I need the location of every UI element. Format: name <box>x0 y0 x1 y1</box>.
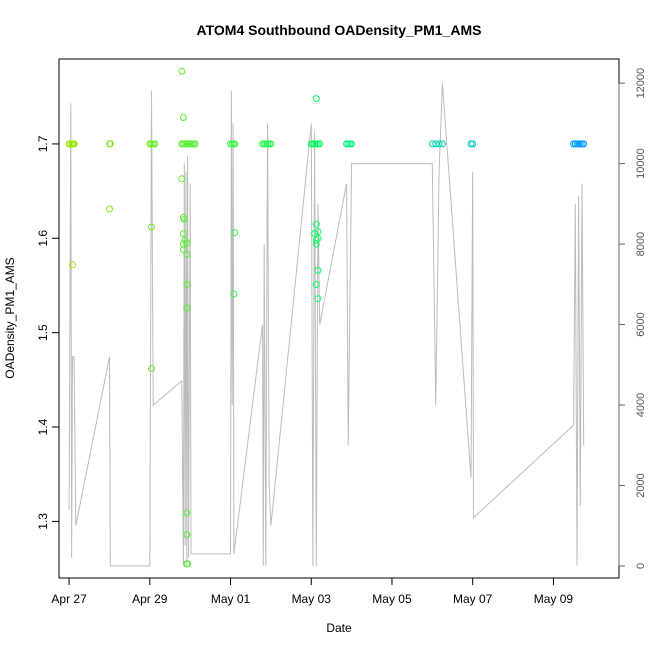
data-point <box>106 205 113 213</box>
data-point <box>183 304 191 312</box>
series-line-layer <box>68 83 585 567</box>
x-tick-label: May 09 <box>534 592 574 606</box>
data-point <box>179 230 187 238</box>
data-point <box>191 140 199 148</box>
data-point <box>314 228 322 236</box>
data-point <box>184 560 192 568</box>
x-tick-label: May 01 <box>211 592 251 606</box>
series-line <box>68 83 585 567</box>
data-point <box>314 295 322 303</box>
y2-tick-label: 4000 <box>635 393 647 417</box>
y-tick-label: 1.4 <box>36 418 50 435</box>
data-point <box>438 140 446 148</box>
y2-tick-label: 6000 <box>635 312 647 336</box>
data-point <box>580 140 588 148</box>
data-point <box>151 140 159 148</box>
data-point <box>183 239 191 247</box>
data-point <box>70 140 78 148</box>
data-point <box>106 140 114 148</box>
data-point <box>179 246 187 254</box>
data-point <box>312 95 320 103</box>
x-tick-label: Apr 27 <box>51 592 87 606</box>
data-point <box>469 140 477 148</box>
data-point <box>312 240 320 248</box>
data-point <box>428 140 436 148</box>
data-point <box>178 175 186 183</box>
y2-tick-label: 0 <box>635 563 647 569</box>
data-point <box>432 140 440 148</box>
y-axis-label: OADensity_PM1_AMS <box>3 257 17 378</box>
data-point <box>231 229 239 237</box>
data-point <box>316 140 324 148</box>
series-points-layer <box>65 67 588 568</box>
data-point <box>312 281 320 288</box>
y2-tick-label: 10000 <box>635 148 647 179</box>
data-point <box>183 250 191 258</box>
y2-axis: 0 2000 4000 6000 8000 10000 12000 <box>618 68 647 569</box>
y-tick-label: 1.7 <box>36 135 50 152</box>
chart-title: ATOM4 Southbound OADensity_PM1_AMS <box>197 22 482 38</box>
data-point <box>312 220 320 228</box>
y-axis: 1.3 1.4 1.5 1.6 1.7 <box>36 135 60 530</box>
data-point <box>178 67 186 75</box>
data-point <box>180 215 188 223</box>
y2-tick-label: 8000 <box>635 232 647 256</box>
data-point <box>311 230 319 238</box>
y2-tick-label: 2000 <box>635 473 647 497</box>
data-point <box>312 236 320 244</box>
data-point <box>348 140 356 148</box>
data-point <box>183 509 191 517</box>
x-axis: Apr 27 Apr 29 May 01 May 03 May 05 May 07 May … <box>51 577 574 606</box>
data-point <box>148 223 155 231</box>
y-tick-label: 1.3 <box>36 513 50 530</box>
data-point <box>230 290 238 298</box>
data-point <box>183 531 191 539</box>
data-point <box>148 365 155 372</box>
plot-frame <box>58 58 620 579</box>
x-tick-label: May 07 <box>453 592 493 606</box>
x-axis-label: Date <box>326 621 352 635</box>
data-point <box>231 140 239 148</box>
data-point <box>179 114 187 121</box>
x-tick-label: Apr 29 <box>132 592 168 606</box>
data-point <box>435 140 443 148</box>
y2-tick-label: 12000 <box>635 68 647 99</box>
data-point <box>183 281 191 288</box>
data-point <box>314 266 322 274</box>
data-point <box>69 261 76 269</box>
y-tick-label: 1.5 <box>36 324 50 341</box>
x-tick-label: May 05 <box>372 592 412 606</box>
x-tick-label: May 03 <box>292 592 332 606</box>
y-tick-label: 1.6 <box>36 230 50 247</box>
data-point <box>267 140 275 148</box>
